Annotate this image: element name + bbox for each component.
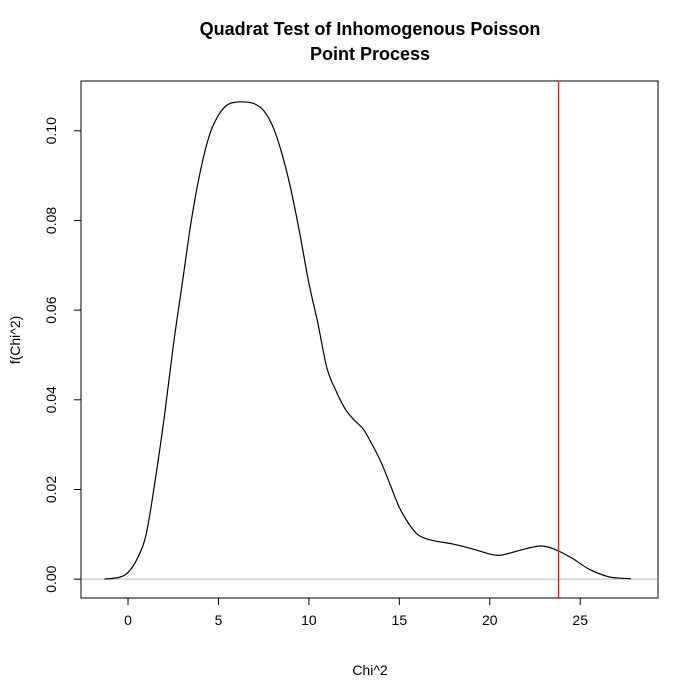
x-tick-label: 25	[572, 612, 588, 628]
x-tick-label: 15	[392, 612, 408, 628]
x-tick-label: 0	[124, 612, 132, 628]
y-tick-label: 0.08	[43, 207, 59, 234]
y-tick-label: 0.00	[43, 565, 59, 592]
x-axis-label: Chi^2	[352, 662, 388, 678]
y-tick-label: 0.06	[43, 296, 59, 323]
x-tick-label: 20	[482, 612, 498, 628]
x-tick-label: 5	[215, 612, 223, 628]
chart-title-line-1: Quadrat Test of Inhomogenous Poisson	[200, 19, 541, 39]
x-tick-label: 10	[301, 612, 317, 628]
y-axis-label: f(Chi^2)	[7, 316, 23, 365]
y-tick-label: 0.10	[43, 117, 59, 144]
y-tick-label: 0.02	[43, 476, 59, 503]
plot-frame	[80, 80, 659, 599]
x-axis: 0 5 10 15 20 25	[124, 598, 588, 628]
y-axis: 0.00 0.02 0.04 0.06 0.08 0.10	[43, 117, 81, 593]
density-curve	[104, 101, 631, 580]
y-tick-label: 0.04	[43, 386, 59, 413]
chart-title-line-2: Point Process	[310, 44, 430, 64]
